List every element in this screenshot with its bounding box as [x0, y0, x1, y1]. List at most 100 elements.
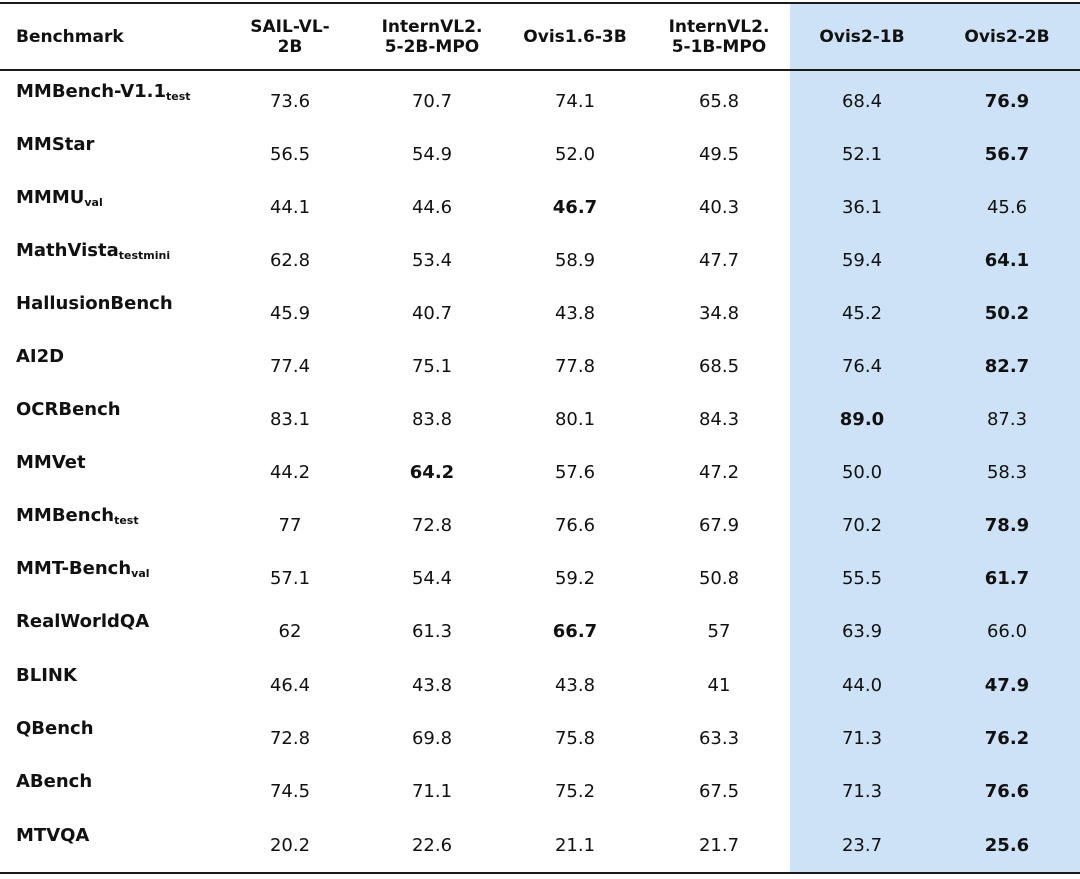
bottom-rule [0, 872, 1080, 874]
score-cell: 83.1 [220, 391, 360, 444]
benchmark-subscript: test [166, 90, 191, 103]
score-value: 57 [707, 621, 731, 642]
score-value: 56.7 [984, 144, 1030, 165]
score-cell: 45.2 [792, 285, 932, 338]
score-cell: 71.3 [792, 763, 932, 816]
score-value: 63.3 [698, 728, 740, 749]
score-cell: 25.6 [937, 817, 1077, 870]
score-value: 50.2 [984, 303, 1030, 324]
score-value: 80.1 [554, 409, 596, 430]
score-value: 76.9 [984, 91, 1030, 112]
score-cell: 43.8 [362, 657, 502, 710]
score-cell: 63.9 [792, 603, 932, 656]
score-value: 64.1 [984, 250, 1030, 271]
benchmark-name: QBench [16, 702, 94, 755]
benchmark-name-text: MMBench-V1.1 [16, 81, 167, 102]
table-row: MMMU val 44.1 44.6 46.7 40.3 36.1 45.6 [0, 179, 1080, 232]
score-cell: 67.9 [649, 497, 789, 550]
score-cell: 44.1 [220, 179, 360, 232]
score-value: 83.8 [411, 409, 453, 430]
score-value: 72.8 [269, 728, 311, 749]
score-value: 56.5 [269, 144, 311, 165]
score-value: 61.3 [411, 621, 453, 642]
score-cell: 61.7 [937, 550, 1077, 603]
score-value: 47.7 [698, 250, 740, 271]
benchmark-name-text: MMVet [16, 452, 86, 473]
score-cell: 46.4 [220, 657, 360, 710]
score-cell: 69.8 [362, 710, 502, 763]
table-row: MTVQA 20.2 22.6 21.1 21.7 23.7 25.6 [0, 817, 1080, 870]
score-cell: 66.0 [937, 603, 1077, 656]
score-cell: 68.4 [792, 73, 932, 126]
score-value: 62 [278, 621, 302, 642]
score-value: 45.6 [986, 197, 1028, 218]
header-cell-5: Ovis2-1B [819, 26, 905, 47]
benchmark-name: MTVQA [16, 809, 89, 862]
score-value: 23.7 [841, 835, 883, 856]
header-cell-6: Ovis2-2B [964, 26, 1050, 47]
score-cell: 77.4 [220, 338, 360, 391]
benchmark-name-text: HallusionBench [16, 293, 173, 314]
score-value: 62.8 [269, 250, 311, 271]
benchmark-name-text: MMMU [16, 187, 85, 208]
benchmark-name-text: OCRBench [16, 399, 121, 420]
score-cell: 50.2 [937, 285, 1077, 338]
benchmark-name-text: MathVista [16, 240, 119, 261]
score-value: 65.8 [698, 91, 740, 112]
score-value: 44.2 [269, 462, 311, 483]
score-cell: 80.1 [505, 391, 645, 444]
score-value: 46.7 [552, 197, 598, 218]
score-value: 70.2 [841, 515, 883, 536]
score-cell: 44.2 [220, 444, 360, 497]
score-value: 50.0 [841, 462, 883, 483]
score-value: 75.8 [554, 728, 596, 749]
benchmark-name: MMVet [16, 436, 86, 489]
score-cell: 49.5 [649, 126, 789, 179]
score-cell: 41 [649, 657, 789, 710]
score-cell: 50.0 [792, 444, 932, 497]
benchmark-name-text: ABench [16, 771, 93, 792]
score-value: 53.4 [411, 250, 453, 271]
score-value: 76.4 [841, 356, 883, 377]
score-value: 46.4 [269, 675, 311, 696]
table-row: QBench 72.8 69.8 75.8 63.3 71.3 76.2 [0, 710, 1080, 763]
score-cell: 57.1 [220, 550, 360, 603]
score-value: 45.9 [269, 303, 311, 324]
score-cell: 63.3 [649, 710, 789, 763]
score-value: 47.2 [698, 462, 740, 483]
score-value: 44.0 [841, 675, 883, 696]
score-cell: 21.7 [649, 817, 789, 870]
score-value: 82.7 [984, 356, 1030, 377]
score-value: 47.9 [984, 675, 1030, 696]
score-value: 40.7 [411, 303, 453, 324]
score-value: 41 [707, 675, 731, 696]
score-cell: 71.3 [792, 710, 932, 763]
score-value: 34.8 [698, 303, 740, 324]
score-value: 50.8 [698, 568, 740, 589]
score-value: 72.8 [411, 515, 453, 536]
benchmark-name: MMMU val [16, 171, 103, 224]
score-cell: 87.3 [937, 391, 1077, 444]
score-cell: 45.6 [937, 179, 1077, 232]
score-cell: 77 [220, 497, 360, 550]
score-value: 21.7 [698, 835, 740, 856]
score-cell: 76.6 [505, 497, 645, 550]
score-value: 55.5 [841, 568, 883, 589]
header-cell-0: Benchmark [16, 26, 124, 47]
score-value: 59.4 [841, 250, 883, 271]
score-cell: 53.4 [362, 232, 502, 285]
table-row: ABench 74.5 71.1 75.2 67.5 71.3 76.6 [0, 763, 1080, 816]
benchmark-name: MMStar [16, 118, 94, 171]
score-cell: 43.8 [505, 285, 645, 338]
score-cell: 82.7 [937, 338, 1077, 391]
table-row: MMBench-V1.1 test 73.6 70.7 74.1 65.8 68.4 76.9 [0, 73, 1080, 126]
score-value: 64.2 [409, 462, 455, 483]
score-value: 68.5 [698, 356, 740, 377]
table-row: MMStar 56.5 54.9 52.0 49.5 52.1 56.7 [0, 126, 1080, 179]
score-value: 76.6 [554, 515, 596, 536]
header-cell-4: InternVL2. 5-1B-MPO [668, 16, 770, 57]
benchmark-name-text: RealWorldQA [16, 611, 150, 632]
score-cell: 72.8 [362, 497, 502, 550]
score-cell: 47.7 [649, 232, 789, 285]
benchmark-name-text: QBench [16, 718, 94, 739]
